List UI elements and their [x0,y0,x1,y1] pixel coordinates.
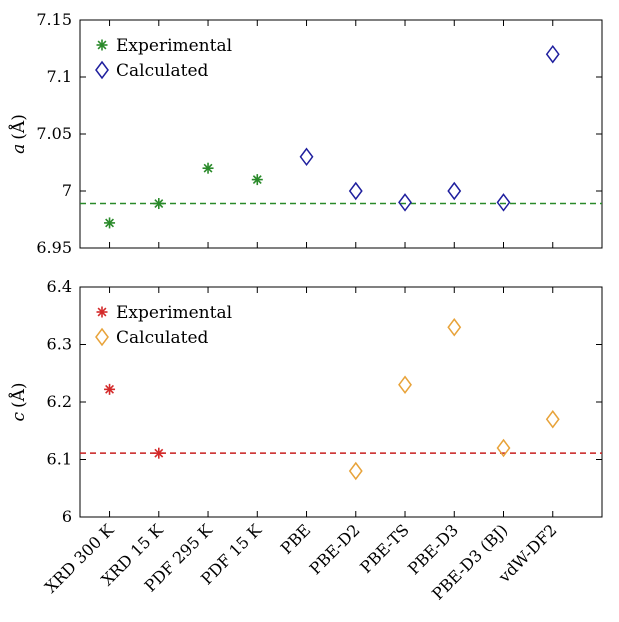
legend-label: Calculated [116,328,209,348]
legend-marker-asterisk [96,306,108,318]
data-point-asterisk [104,217,116,229]
legend-marker-diamond [95,60,109,80]
y-tick-label: 7 [62,181,72,200]
data-point-diamond [348,181,363,201]
data-point-asterisk [104,383,116,395]
legend-label: Calculated [116,61,209,81]
series-experimental [104,162,263,229]
legend: Experimental Calculated [95,36,232,81]
panel-c-lattice-parameter-c: 6 6.1 6.2 6.3 6.4 c (Å) Experimental Calculated [8,277,603,526]
data-point-diamond [496,438,511,458]
legend-label: Experimental [116,303,232,323]
data-point-diamond [398,375,412,394]
legend-marker-diamond [95,327,109,347]
y-tick-label: 6.95 [36,238,72,257]
y-tick-label: 6.3 [47,335,72,354]
legend-label: Experimental [116,36,232,56]
data-point-diamond [447,318,462,337]
y-axis-variable: c [9,412,29,422]
y-tick-label: 6 [62,507,72,526]
y-axis-variable: a [9,144,29,154]
y-tick-label: 6.1 [47,450,72,469]
y-axis-label: c (Å) [8,382,29,421]
data-point-asterisk [202,162,214,174]
data-point-asterisk [251,174,263,186]
series-calculated [348,318,560,481]
y-axis-label: a (Å) [8,114,29,154]
data-point-diamond [299,147,314,167]
data-point-asterisk [153,447,165,459]
y-tick-label: 6.4 [47,277,72,296]
data-point-diamond [545,410,560,429]
y-tick-label: 6.2 [47,392,72,411]
data-point-diamond [447,181,462,201]
data-point-asterisk [153,198,165,210]
y-axis-unit: (Å) [8,382,29,408]
data-point-diamond [398,193,412,212]
legend: Experimental Calculated [95,303,232,348]
data-point-diamond [496,193,511,212]
category-label: PBE-D2 [306,520,364,578]
data-point-diamond [348,461,363,481]
y-tick-label: 7.05 [36,124,72,143]
panel-a-lattice-parameter-a: 6.95 7 7.05 7.1 7.15 a (Å) Experimental Calculat… [8,10,603,257]
category-label: PBE [277,520,315,558]
legend-marker-asterisk [96,39,108,51]
series-calculated [299,44,560,212]
series-experimental [104,383,165,459]
y-tick-label: 7.15 [36,10,72,29]
data-point-diamond [545,44,560,64]
category-label: PBE-TS [356,520,413,577]
y-tick-label: 7.1 [47,67,72,86]
y-axis-unit: (Å) [8,114,29,140]
